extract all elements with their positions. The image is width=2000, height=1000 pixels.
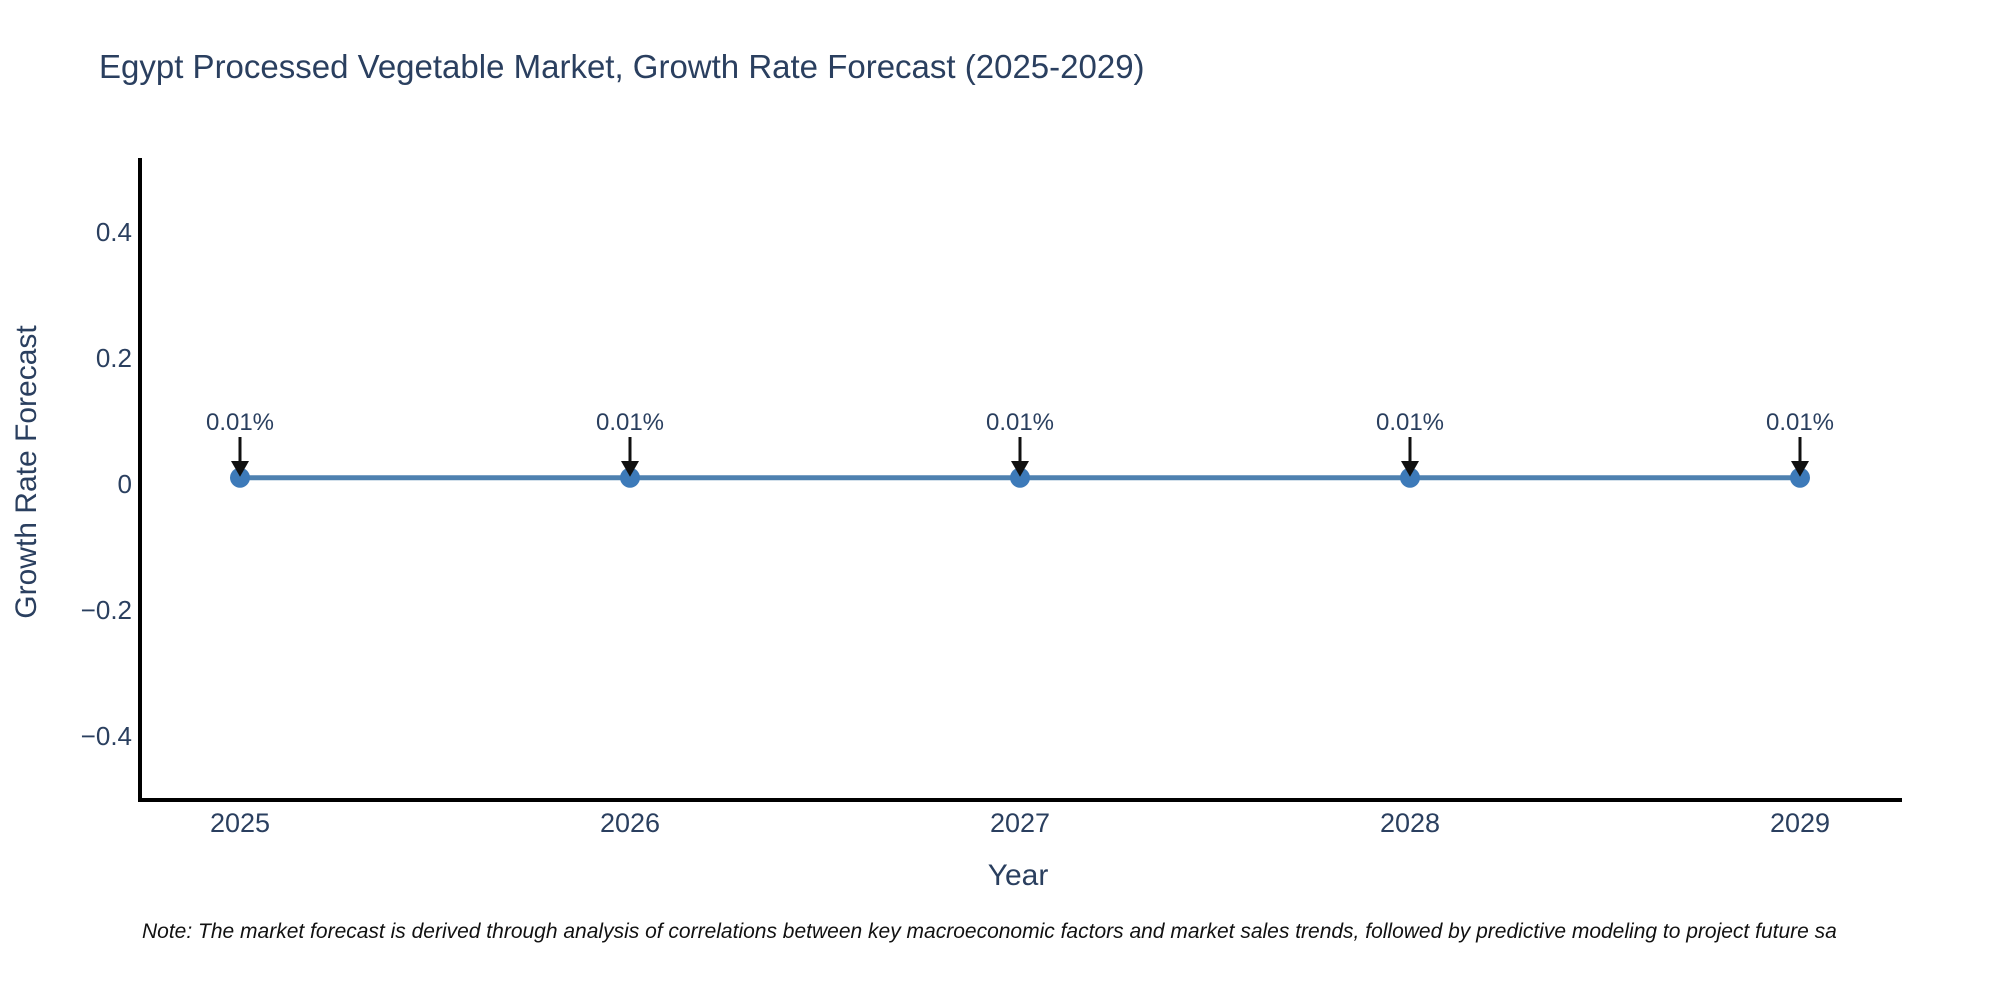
x-tick-label: 2025 (210, 808, 270, 838)
y-tick-label: 0.4 (96, 217, 132, 247)
footnote: Note: The market forecast is derived thr… (142, 920, 1837, 943)
x-axis-title: Year (987, 859, 1049, 892)
annotation-label: 0.01% (986, 409, 1054, 436)
y-tick-label: −0.2 (81, 595, 132, 625)
data-point-marker[interactable] (620, 467, 640, 488)
annotation-label: 0.01% (596, 409, 664, 436)
y-tick-label: 0 (118, 469, 132, 499)
x-tick-label: 2026 (600, 808, 660, 838)
chart-title: Egypt Processed Vegetable Market, Growth… (99, 48, 1145, 85)
annotation-label: 0.01% (206, 409, 274, 436)
x-tick-label: 2029 (1770, 808, 1830, 838)
data-point-marker[interactable] (1790, 467, 1810, 488)
x-tick-label: 2027 (990, 808, 1050, 838)
data-point-marker[interactable] (1010, 467, 1030, 488)
x-tick-label: 2028 (1380, 808, 1440, 838)
annotation-arrowhead-icon (1011, 461, 1029, 477)
annotation-arrowhead-icon (1401, 461, 1419, 477)
annotation-arrowhead-icon (621, 461, 639, 477)
y-tick-label: 0.2 (96, 343, 132, 373)
annotation-label: 0.01% (1766, 409, 1834, 436)
data-point-marker[interactable] (230, 467, 250, 488)
annotation-arrowhead-icon (231, 461, 249, 477)
annotation-arrowhead-icon (1791, 461, 1809, 477)
annotation-label: 0.01% (1376, 409, 1444, 436)
y-tick-label: −0.4 (81, 721, 132, 751)
data-point-marker[interactable] (1400, 467, 1420, 488)
